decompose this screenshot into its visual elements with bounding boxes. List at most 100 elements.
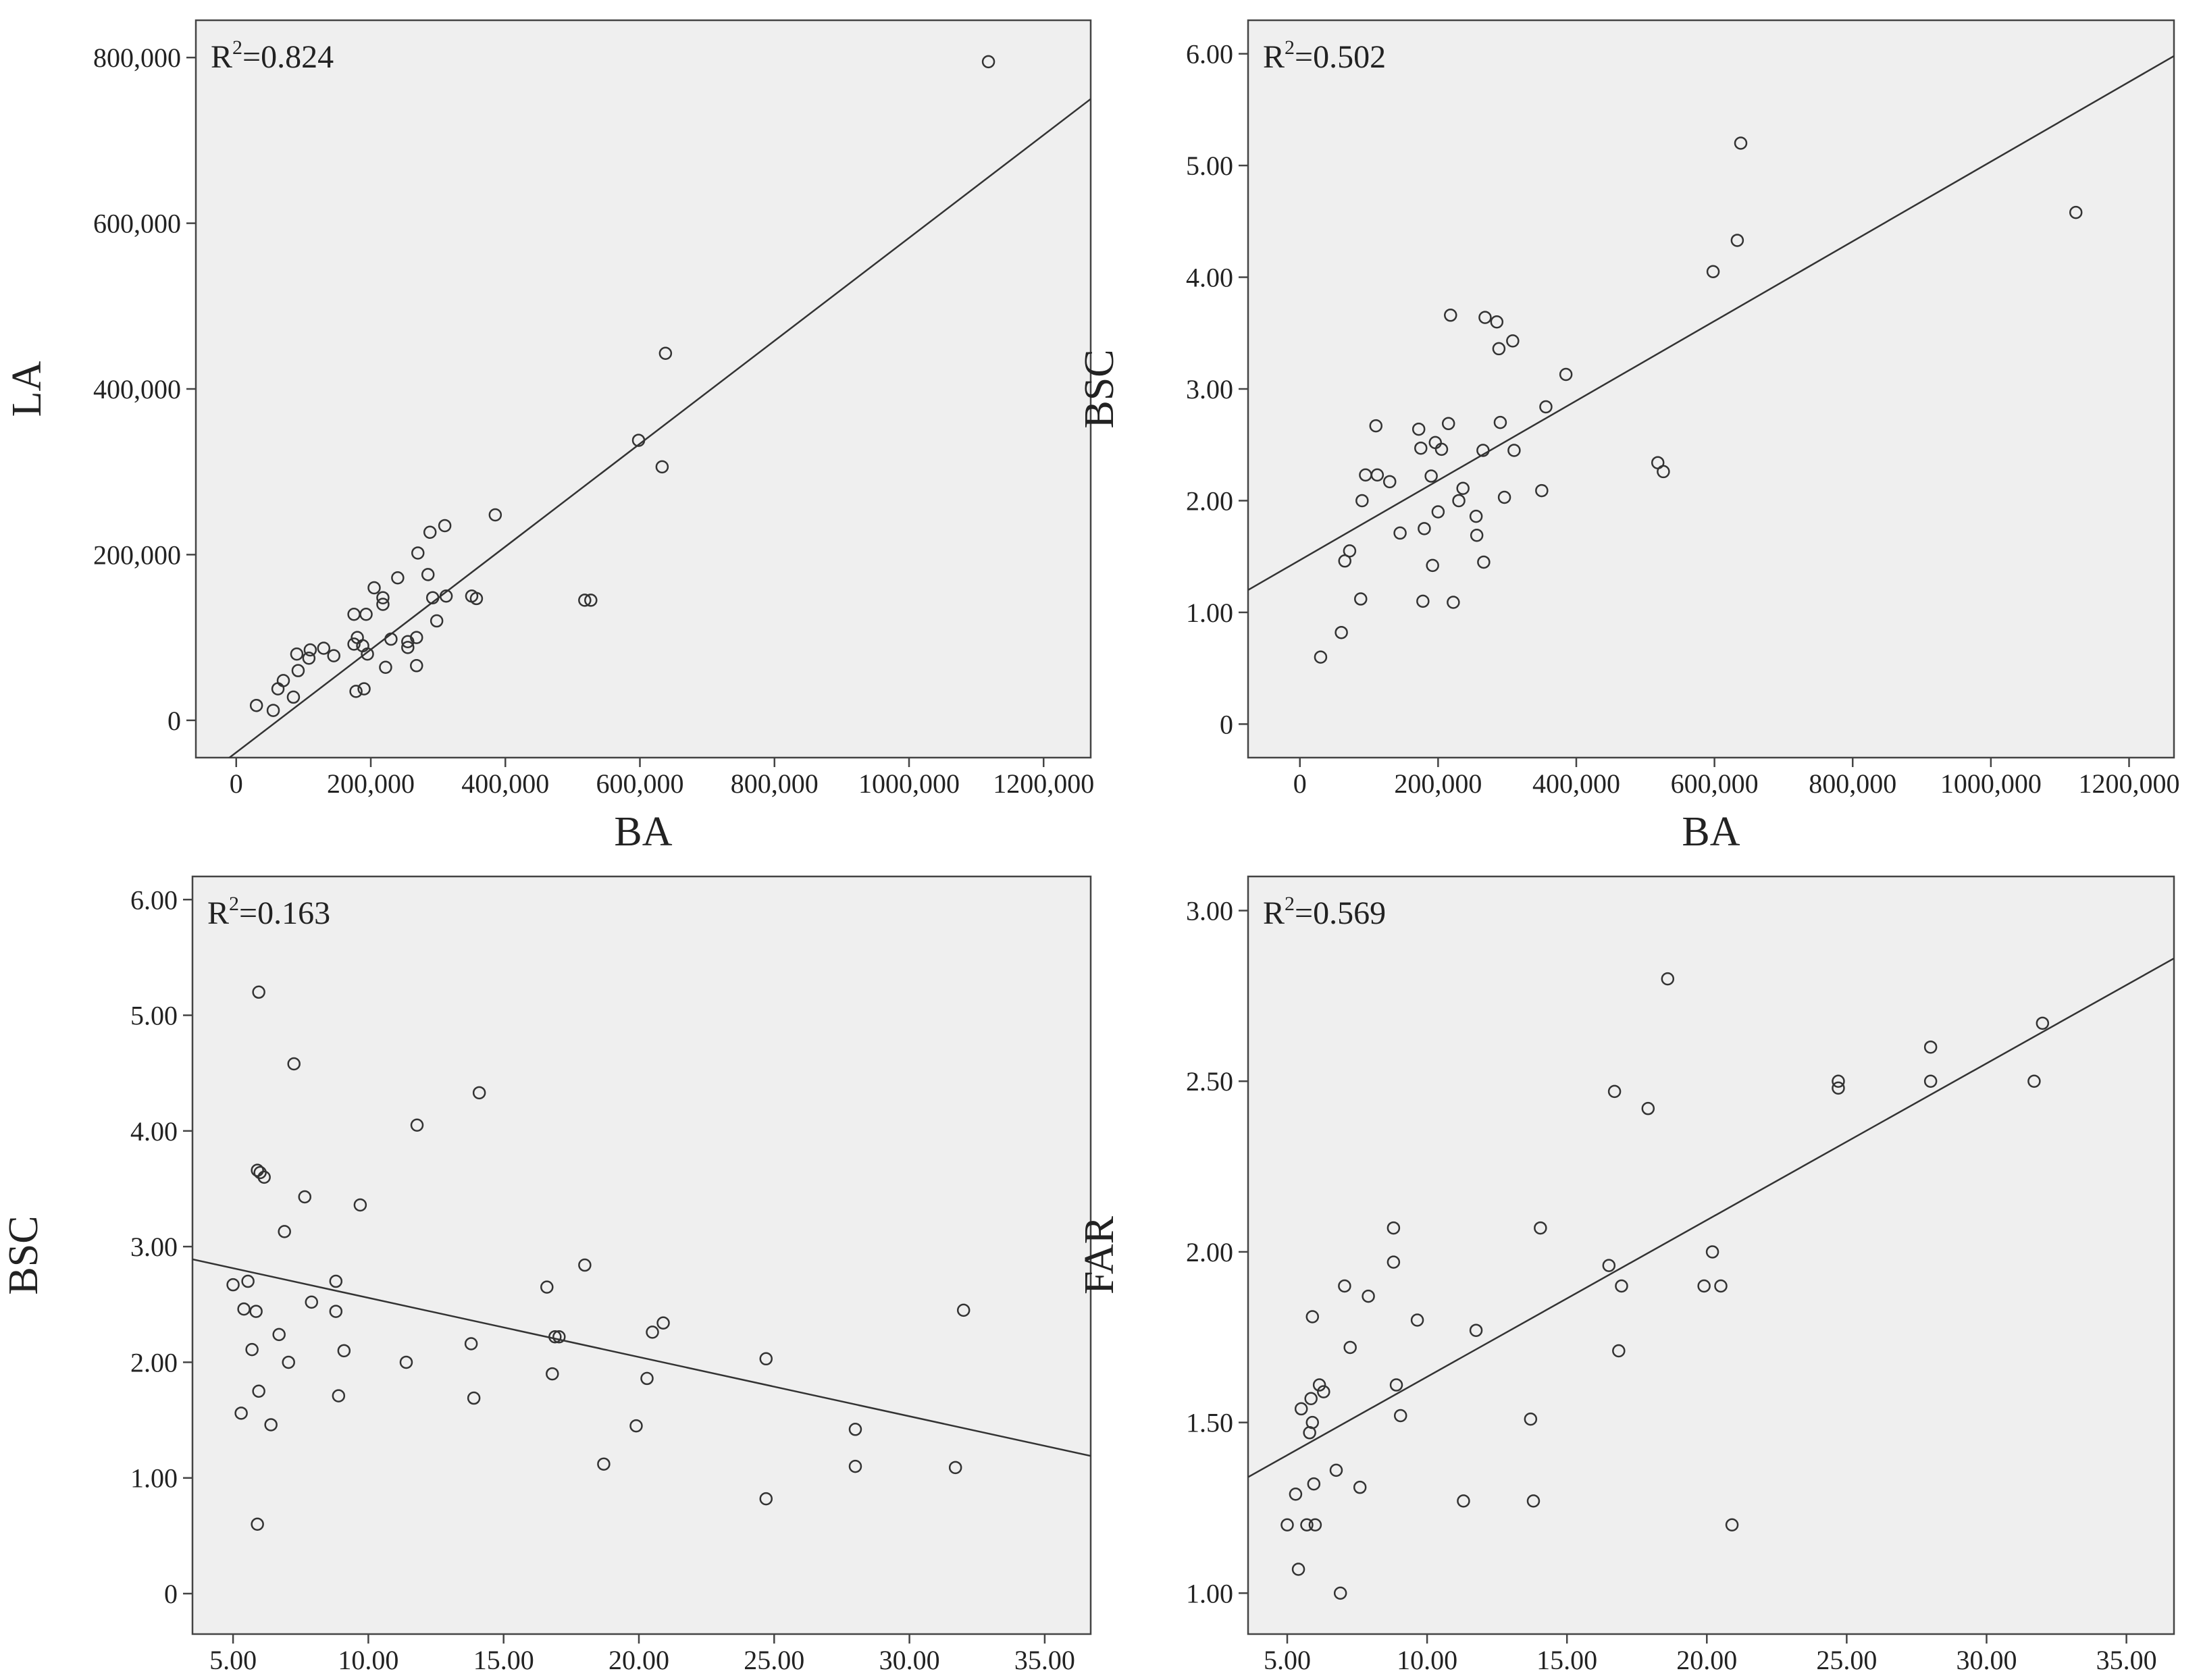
data-point (430, 614, 444, 628)
data-point (1602, 1259, 1616, 1272)
data-point (278, 1225, 291, 1238)
data-point (1706, 265, 1720, 279)
data-point (1497, 490, 1511, 504)
data-point (578, 1258, 592, 1272)
chart-la-vs-ba: 0 200,000 400,000 600,000 800,000 1000,000 120… (4, 19, 1094, 855)
data-point (1535, 483, 1549, 498)
data-point (2069, 205, 2083, 219)
data-point (1457, 1494, 1470, 1508)
data-point (655, 460, 669, 474)
data-point (1657, 465, 1670, 479)
data-point (1424, 469, 1438, 483)
data-point (1730, 234, 1744, 247)
data-point (376, 598, 390, 611)
x-tick-label: 5.00 (1264, 1645, 1311, 1675)
data-point (329, 1274, 343, 1288)
data-point (1418, 522, 1431, 535)
data-point (472, 1086, 486, 1100)
data-point (337, 1344, 351, 1358)
data-point (646, 1325, 659, 1339)
data-point (552, 1330, 566, 1344)
y-axis-title: LA (4, 361, 50, 417)
regression-line (1248, 55, 2174, 591)
data-point (252, 1384, 265, 1398)
data-point (597, 1457, 611, 1471)
data-point (1492, 342, 1506, 356)
data-point (327, 649, 340, 662)
data-point (252, 985, 265, 999)
data-point (1280, 1518, 1294, 1532)
data-point (1490, 315, 1504, 329)
data-point (282, 1355, 295, 1369)
data-point (948, 1461, 962, 1475)
data-point (1291, 1563, 1305, 1576)
data-point (1661, 972, 1675, 986)
x-tick-label: 1000,000 (1940, 768, 2042, 799)
data-point (1469, 1323, 1483, 1337)
y-tick-label: 0 (167, 706, 181, 736)
data-point (266, 704, 280, 717)
x-tick-label: 10.00 (1397, 1645, 1457, 1675)
data-point (1476, 444, 1490, 457)
data-point (347, 637, 361, 651)
data-point (1387, 1255, 1401, 1269)
data-point (1305, 1415, 1320, 1429)
data-point (546, 1367, 559, 1381)
data-point (410, 1118, 424, 1132)
data-point (1414, 441, 1428, 455)
r-squared-label: R2=0.163 (207, 893, 330, 931)
x-tick-label: 0 (230, 768, 243, 799)
y-tick-label: 5.00 (1186, 151, 1233, 181)
data-point (488, 508, 502, 522)
data-point (548, 1330, 562, 1344)
data-point (1923, 1074, 1938, 1088)
data-point (1607, 1084, 1622, 1099)
data-point (1441, 417, 1455, 431)
data-point (956, 1303, 970, 1317)
x-tick-label: 30.00 (879, 1645, 940, 1675)
x-tick-label: 600,000 (1671, 768, 1759, 799)
x-tick-label: 20.00 (1676, 1645, 1737, 1675)
data-point (411, 546, 425, 560)
y-tick-label: 3.00 (130, 1232, 178, 1262)
data-point (1434, 442, 1449, 456)
data-point (1612, 1344, 1626, 1358)
data-point (303, 643, 317, 657)
data-point (1725, 1518, 1739, 1532)
r-squared-label: R2=0.824 (211, 36, 334, 75)
data-point (1539, 400, 1553, 414)
data-point (353, 1198, 367, 1212)
data-point (298, 1190, 311, 1204)
data-point (423, 525, 437, 540)
data-point (399, 1355, 413, 1369)
x-axis-title: BA (1682, 809, 1740, 855)
x-tick-label: 1200,000 (993, 768, 1094, 799)
regression-line (1248, 957, 2174, 1478)
data-point (410, 631, 423, 644)
data-point (1382, 475, 1397, 489)
data-point (1338, 1279, 1351, 1293)
data-point (2036, 1016, 2050, 1030)
data-point (1615, 1279, 1628, 1293)
data-point (425, 591, 440, 604)
chart-far-vs-bh: 5.00 10.00 15.00 20.00 25.00 30.00 35.00 1.00 1.… (1077, 875, 2175, 1675)
data-point (257, 1170, 271, 1184)
x-tick-label: 1200,000 (2078, 768, 2179, 799)
data-point (1370, 468, 1384, 482)
y-tick-label: 1.50 (1186, 1408, 1233, 1438)
data-point (291, 664, 305, 677)
data-point (241, 1274, 255, 1288)
data-point (1697, 1279, 1711, 1293)
x-tick-label: 800,000 (1809, 768, 1896, 799)
data-point (1300, 1518, 1314, 1532)
x-tick-label: 400,000 (461, 768, 549, 799)
data-point (1832, 1081, 1845, 1095)
data-point (759, 1492, 773, 1506)
r-squared-label: R2=0.569 (1263, 893, 1386, 931)
data-point (1362, 1289, 1375, 1303)
data-point (1412, 422, 1426, 436)
data-point (1526, 1494, 1540, 1508)
data-point (245, 1342, 259, 1357)
x-tick-label: 35.00 (2096, 1645, 2157, 1675)
